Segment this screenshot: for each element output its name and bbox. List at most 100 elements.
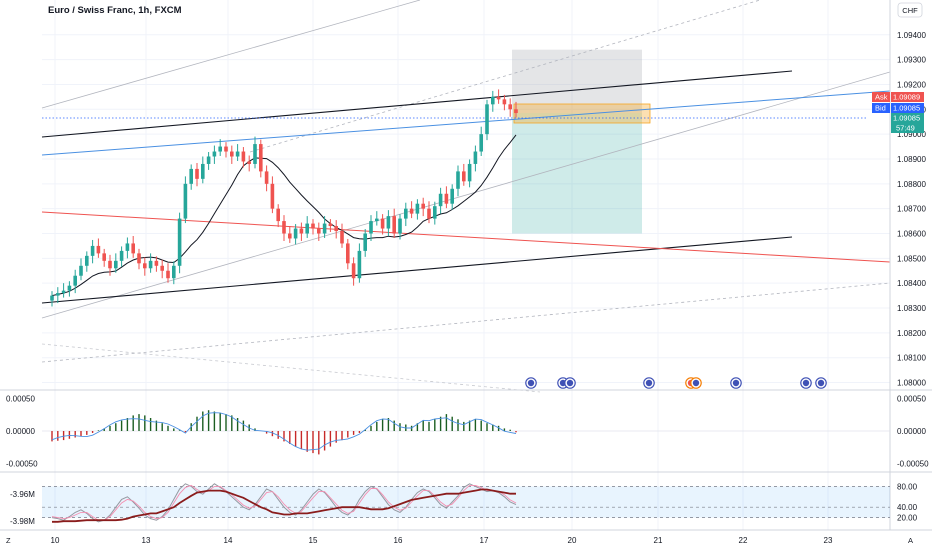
upper-channel-light[interactable] [41,0,421,109]
candle [50,291,54,307]
target-zone[interactable] [512,113,642,234]
stochastic-lines [51,483,517,523]
candle [119,246,124,267]
volume-left-label: -3.98M [10,517,35,526]
price-tick-label: 1.09300 [897,56,926,65]
economic-events[interactable] [525,377,827,389]
blue-trendline[interactable] [41,90,891,156]
candle [485,99,489,141]
price-tag: Bid 1.09085 [872,103,924,113]
candle [508,98,512,117]
price-tick-label: 1.09400 [897,31,926,40]
candle [201,156,205,184]
candle [67,281,72,297]
price-tag: Ask 1.09089 [872,92,924,102]
price-tag-label: Bid [875,104,886,113]
candle [293,224,298,245]
time-tick-label: 16 [394,536,403,545]
currency-button[interactable]: CHF [897,2,923,18]
candle [514,101,518,118]
candle [311,219,315,235]
candle [305,216,309,238]
event-marker-icon[interactable] [800,377,812,389]
event-marker-icon[interactable] [815,377,827,389]
price-tick-label: 1.09200 [897,80,926,89]
horizontal-gridlines [42,34,890,384]
candle [479,126,483,156]
lower-channel-dashed[interactable] [41,282,891,363]
macd-left-tick-label: -0.00050 [6,460,38,469]
macd-tick-label: 0.00050 [897,395,926,404]
auto-scale-button[interactable]: A [908,536,913,545]
trendlines[interactable] [41,0,891,393]
macd-left-tick-label: 0.00000 [6,427,35,436]
lower-channel-black[interactable] [41,236,793,304]
candle [148,253,153,273]
price-tick-label: 1.08000 [897,379,926,388]
bottom-dashed[interactable] [41,343,541,393]
candle [73,269,77,294]
price-tag-value: 1.09085 [893,104,920,113]
event-marker-icon[interactable] [690,377,702,389]
candle [259,139,263,178]
vertical-gridlines [54,0,829,530]
candlesticks [50,89,518,307]
red-trendline[interactable] [41,211,891,263]
moving-average-line[interactable] [51,134,517,297]
candle [357,243,362,283]
time-tick-label: 20 [568,536,577,545]
candle [166,263,170,283]
candle [230,145,234,164]
candle [218,139,222,156]
candle [438,187,443,214]
long-position-tool[interactable] [512,49,651,234]
candle [502,94,507,111]
candle [317,222,321,241]
candle [467,159,472,188]
candle [496,89,501,104]
event-marker-icon[interactable] [730,377,742,389]
upper-channel-black[interactable] [41,70,793,138]
macd-tick-label: 0.00000 [897,427,926,436]
candle [288,226,292,243]
candle [189,164,193,190]
currency-label: CHF [902,6,918,15]
candle [235,144,240,161]
candle [160,259,164,279]
candle [421,197,425,217]
candle [299,222,304,241]
candle [270,176,275,214]
stochastic-band [42,486,890,518]
price-axis[interactable]: 1.094001.093001.092001.091001.090001.089… [897,31,926,388]
price-tick-label: 1.08600 [897,230,926,239]
candle [206,152,211,170]
candle [427,201,431,224]
price-tag-label: Ask [875,93,888,102]
timezone-icon[interactable]: Z [6,536,11,545]
entry-zone[interactable] [513,103,651,124]
stop-zone[interactable] [512,49,642,114]
stochastic-tick-label: 80.00 [897,482,918,491]
candle [224,142,228,158]
stochastic-axis: 80.00 40.00 20.00 -3.96M -3.98M [10,482,918,526]
candle [322,216,327,238]
event-marker-icon[interactable] [564,377,576,389]
candle [363,229,367,257]
event-marker-icon[interactable] [525,377,537,389]
upper-channel-dashed[interactable] [249,0,761,153]
time-axis[interactable]: 10 13 14 15 16 17 20 21 22 23 [51,536,833,545]
candle [386,210,391,236]
candle-countdown: 57:49 [896,124,915,133]
volume-left-label: -3.96M [10,490,35,499]
candle [56,287,60,304]
event-marker-icon[interactable] [643,377,655,389]
candle [143,257,147,276]
middle-channel-light[interactable] [41,71,891,319]
candle [177,212,182,274]
candle [154,256,159,272]
price-tag-value: 1.09089 [893,93,920,102]
candle [491,90,495,112]
candle [433,201,437,225]
macd-tick-label: -0.00050 [897,460,929,469]
